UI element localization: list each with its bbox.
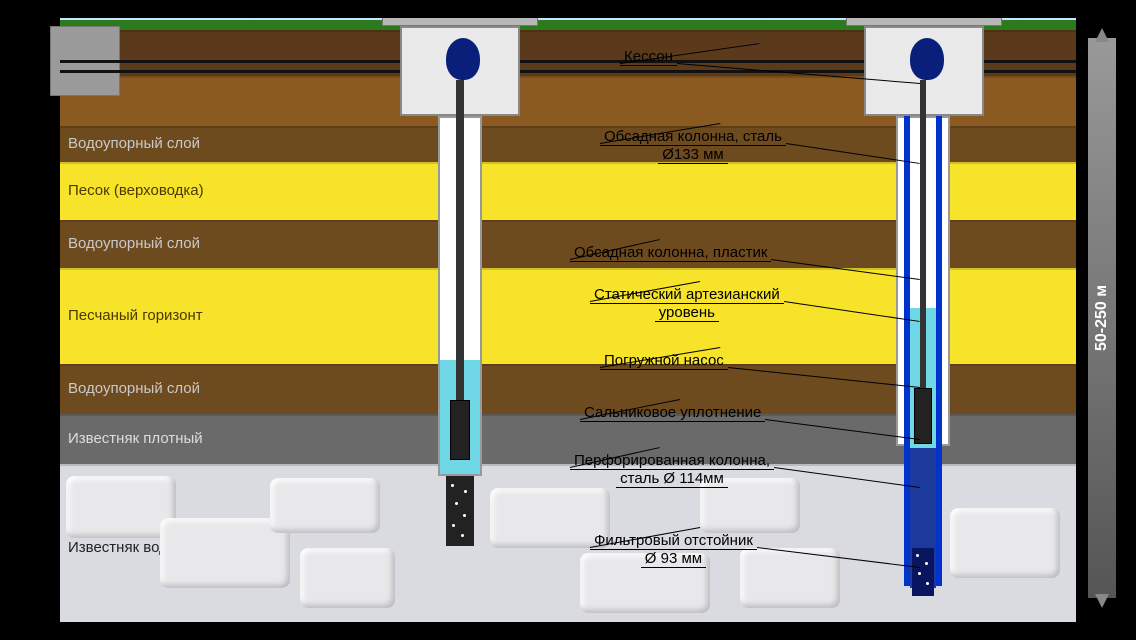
callout-filter: Фильтровый отстойникØ 93 мм — [590, 532, 757, 568]
pipe-h3 — [520, 60, 864, 63]
tank-left — [446, 38, 480, 80]
layer-label-aquiclude1: Водоупорный слой — [68, 135, 200, 152]
diagram-frame: Водоупорный слой Песок (верховодка) Водоуп… — [60, 8, 1076, 632]
pipe-h1 — [60, 60, 400, 63]
arrow-down-icon — [1095, 594, 1109, 608]
layer-label-sand_top: Песок (верховодка) — [68, 182, 204, 199]
callout-pump: Погружной насос — [600, 352, 728, 370]
slab-right — [846, 8, 1002, 26]
filter-right — [912, 548, 934, 596]
riser-left — [456, 80, 464, 420]
layer-label-limestone_dense: Известняк плотный — [68, 430, 203, 447]
depth-label: 50-250 м — [1093, 285, 1111, 351]
riser-right — [920, 80, 926, 410]
layer-label-aquiclude3: Водоупорный слой — [68, 380, 200, 397]
perforated-left — [446, 476, 474, 546]
callout-static_level: Статический артезианскийуровень — [590, 286, 784, 322]
pipe-h4 — [520, 70, 864, 73]
slab-left — [382, 8, 538, 26]
pipe-h5 — [984, 60, 1076, 63]
pump-right — [914, 388, 932, 444]
casing-right-inner2 — [936, 116, 942, 586]
pump-left — [450, 400, 470, 460]
layer-label-sand_horizon: Песчаный горизонт — [68, 307, 203, 324]
depth-scale: 50-250 м — [1088, 38, 1116, 598]
arrow-up-icon — [1095, 28, 1109, 42]
pipe-h6 — [984, 70, 1076, 73]
callout-casing_steel: Обсадная колонна, стальØ133 мм — [600, 128, 786, 164]
pipe-h2 — [60, 70, 400, 73]
tank-right — [910, 38, 944, 80]
callout-perforated: Перфорированная колонна,сталь Ø 114мм — [570, 452, 774, 488]
layer-label-aquiclude2: Водоупорный слой — [68, 235, 200, 252]
